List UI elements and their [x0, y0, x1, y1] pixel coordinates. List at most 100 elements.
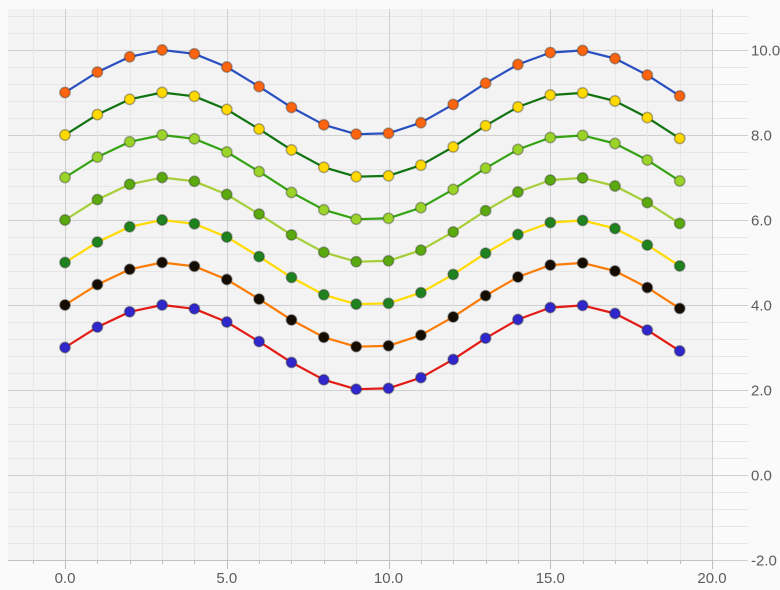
- series-4-data-point-marker: [609, 180, 621, 192]
- series-4-data-point-marker: [123, 178, 136, 191]
- series-5-data-point-marker: [317, 288, 330, 301]
- series-5-data-point-marker: [59, 256, 71, 269]
- x-tick-label: 20.0: [697, 570, 726, 587]
- series-3-data-point-marker: [576, 129, 589, 142]
- series-6-data-point-marker: [576, 256, 589, 269]
- series-5-data-point-marker: [253, 250, 266, 263]
- y-tick-label: 4.0: [751, 297, 772, 314]
- series-4-data-point-marker: [317, 246, 330, 259]
- series-3-data-point-marker: [188, 132, 201, 145]
- series-5-data-point-marker: [609, 222, 621, 235]
- series-1-data-point-marker: [609, 52, 621, 65]
- series-4-data-point-marker: [188, 175, 201, 188]
- series-6-data-point-marker: [156, 256, 169, 269]
- series-3-data-point-marker: [673, 174, 686, 187]
- series-2-data-point-marker: [317, 161, 330, 174]
- series-6-data-point-marker: [59, 299, 71, 311]
- series-5-data-point-marker: [285, 271, 298, 284]
- series-6-data-point-marker: [188, 260, 201, 273]
- series-7-data-point-marker: [91, 321, 104, 334]
- series-4-data-point-marker: [479, 204, 492, 217]
- series-5-data-point-marker: [220, 231, 233, 243]
- series-3-data-point-marker: [285, 186, 298, 199]
- y-tick-label: 0.0: [751, 467, 772, 484]
- series-3-data-point-marker: [544, 131, 557, 144]
- series-7-data-point-marker: [641, 324, 654, 337]
- series-6-data-point-marker: [382, 339, 395, 352]
- series-7-data-point-marker: [188, 302, 201, 315]
- series-6-data-point-marker: [91, 278, 104, 291]
- series-6-data-point-marker: [609, 265, 621, 277]
- series-3-data-point-marker: [253, 165, 266, 178]
- series-3-line: [63, 133, 681, 221]
- series-1-data-point-marker: [156, 44, 169, 56]
- series-3-data-point-marker: [220, 146, 233, 158]
- series-4-data-point-marker: [576, 171, 589, 184]
- series-6-data-point-marker: [447, 310, 460, 323]
- series-7-data-point-marker: [59, 341, 71, 354]
- series-3-data-point-marker: [91, 151, 104, 164]
- series-6-data-point-marker: [544, 259, 557, 272]
- series-1-data-point-marker: [511, 58, 524, 71]
- series-2-data-point-marker: [91, 108, 104, 121]
- series-4-data-point-marker: [350, 255, 363, 268]
- series-4-data-point-marker: [544, 174, 557, 187]
- series-6-data-point-marker: [220, 273, 233, 286]
- series-4-data-point-marker: [511, 186, 524, 198]
- series-7-data-point-marker: [414, 371, 427, 384]
- series-3-data-point-marker: [447, 183, 460, 196]
- y-tick-label: 8.0: [751, 127, 772, 144]
- series-5-data-point-marker: [414, 286, 427, 299]
- series-5-data-point-marker: [123, 220, 136, 233]
- series-4-line: [63, 176, 681, 263]
- series-1-data-point-marker: [350, 128, 363, 141]
- series-3-data-point-marker: [641, 154, 654, 167]
- series-2-data-point-marker: [123, 93, 136, 106]
- series-6-data-point-marker: [479, 289, 492, 302]
- series-2-data-point-marker: [447, 140, 460, 153]
- x-tick-label: 10.0: [374, 570, 403, 587]
- series-4-data-point-marker: [673, 217, 686, 230]
- series-1-data-point-marker: [123, 50, 136, 63]
- series-5-data-point-marker: [447, 268, 460, 281]
- series-2-data-point-marker: [59, 129, 71, 141]
- series-1-line: [63, 48, 681, 136]
- series-1-data-point-marker: [544, 46, 557, 59]
- series-7-data-point-marker: [479, 332, 492, 345]
- series-7-data-point-marker: [220, 316, 233, 328]
- series-7-data-point-marker: [447, 353, 460, 366]
- series-2-data-point-marker: [382, 169, 395, 182]
- series-6-data-point-marker: [253, 293, 266, 306]
- series-7-data-point-marker: [544, 301, 557, 314]
- series-2-data-point-marker: [511, 101, 524, 113]
- series-5-data-point-marker: [91, 236, 104, 249]
- series-4-data-point-marker: [156, 171, 169, 184]
- series-3-data-point-marker: [156, 129, 169, 141]
- y-tick-label: 10.0: [751, 42, 780, 59]
- series-4-data-point-marker: [641, 196, 654, 209]
- series-7-data-point-marker: [123, 305, 136, 318]
- series-6-data-point-marker: [317, 331, 330, 344]
- series-6-data-point-marker: [673, 302, 686, 315]
- series-1-data-point-marker: [673, 89, 686, 102]
- series-1-data-point-marker: [188, 47, 201, 60]
- series-7-data-point-marker: [673, 344, 686, 357]
- series-1-data-point-marker: [220, 61, 233, 73]
- series-6-data-point-marker: [285, 313, 298, 326]
- series-3-data-point-marker: [317, 203, 330, 216]
- series-3-data-point-marker: [382, 212, 395, 225]
- series-3-data-point-marker: [414, 201, 427, 214]
- series-1-data-point-marker: [317, 118, 330, 131]
- series-3-data-point-marker: [350, 213, 363, 226]
- series-1-data-point-marker: [285, 101, 298, 114]
- series-2-data-point-marker: [285, 143, 298, 156]
- series-6-data-point-marker: [350, 340, 363, 353]
- series-3-data-point-marker: [479, 162, 492, 175]
- series-5-data-point-marker: [576, 214, 589, 227]
- series-3-data-point-marker: [511, 143, 524, 156]
- series-2-data-point-marker: [156, 86, 169, 99]
- series-7-data-point-marker: [156, 299, 169, 311]
- plot-area: [8, 9, 712, 560]
